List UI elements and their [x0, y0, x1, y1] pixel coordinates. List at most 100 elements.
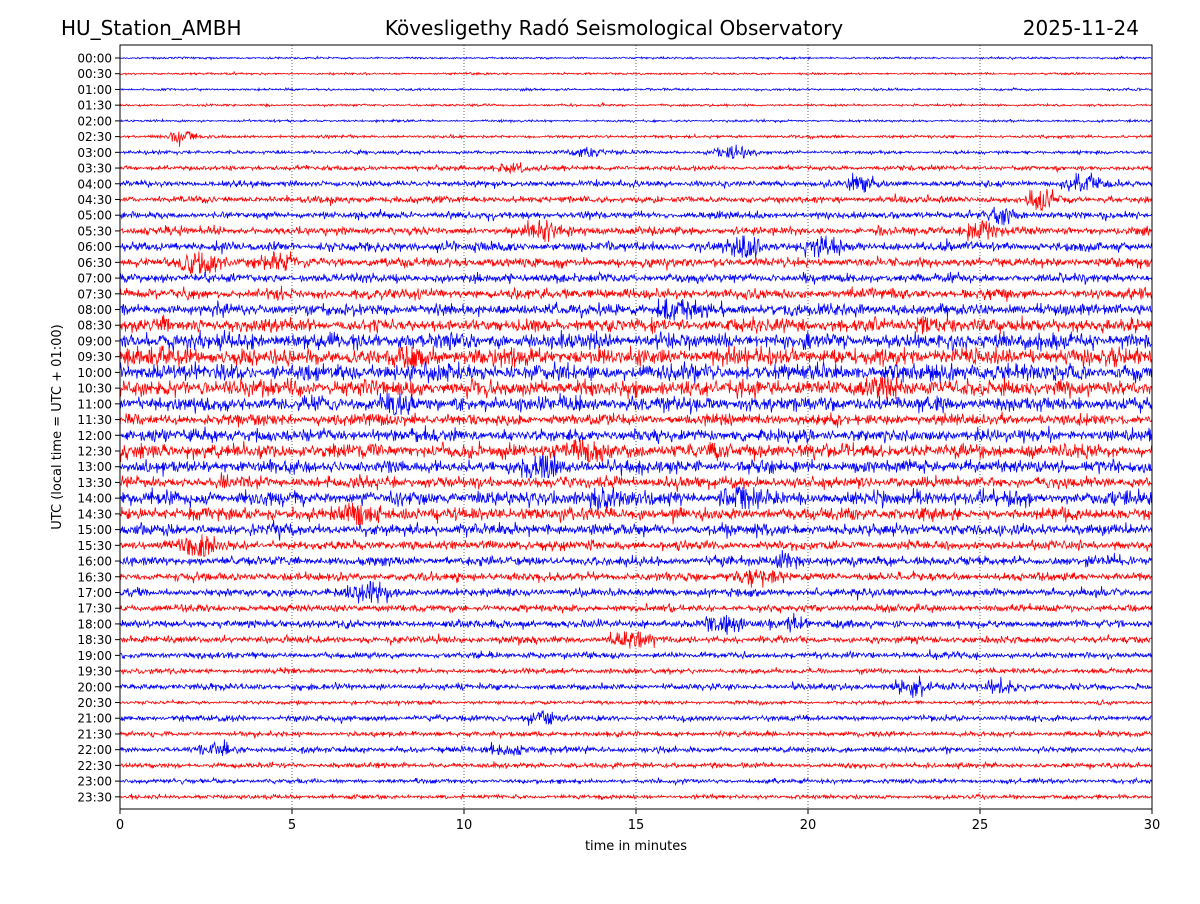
- row-time-label: 21:00: [77, 712, 112, 726]
- row-time-label: 13:00: [77, 460, 112, 474]
- row-time-label: 03:00: [77, 146, 112, 160]
- row-time-label: 17:30: [77, 602, 112, 616]
- seismic-trace-2300: [119, 776, 1153, 787]
- grid-layer: [291, 45, 981, 809]
- x-tick-label: 30: [1144, 818, 1161, 833]
- row-time-label: 00:30: [77, 67, 112, 81]
- row-time-label: 17:00: [77, 586, 112, 600]
- seismic-trace-1430: [119, 502, 1153, 526]
- seismic-trace-0400: [119, 172, 1153, 193]
- seismic-trace-1930: [119, 666, 1153, 676]
- seismic-trace-1230: [119, 438, 1153, 464]
- seismic-trace-0230: [119, 130, 1153, 147]
- seismic-trace-1200: [119, 425, 1153, 445]
- row-time-label: 18:00: [77, 617, 112, 631]
- seismic-trace-2100: [119, 710, 1153, 726]
- row-time-label: 19:00: [77, 649, 112, 663]
- seismic-trace-0000: [119, 55, 1152, 61]
- seismic-trace-0930: [119, 345, 1153, 368]
- row-time-label: 06:00: [77, 240, 112, 254]
- seismic-trace-0900: [119, 329, 1153, 352]
- row-time-label: 16:30: [77, 570, 112, 584]
- row-time-label: 05:30: [77, 224, 112, 238]
- seismic-trace-1530: [119, 534, 1153, 557]
- x-tick-label: 10: [456, 818, 473, 833]
- seismic-trace-1330: [119, 472, 1153, 493]
- seismic-trace-0130: [119, 101, 1153, 109]
- date-title: 2025-11-24: [1023, 16, 1139, 40]
- row-time-label: 18:30: [77, 633, 112, 647]
- seismic-trace-1600: [119, 550, 1153, 570]
- seismic-trace-0100: [119, 86, 1153, 93]
- row-time-label: 10:30: [77, 382, 112, 396]
- row-time-label: 05:00: [77, 209, 112, 223]
- row-time-label: 15:30: [77, 539, 112, 553]
- row-time-label: 07:00: [77, 272, 112, 286]
- seismic-trace-0430: [119, 189, 1153, 212]
- x-tick-label: 5: [288, 818, 296, 833]
- x-axis: 0 5 10 15 20 25 30: [116, 809, 1160, 833]
- seismic-trace-1700: [119, 581, 1153, 604]
- row-time-label: 13:30: [77, 476, 112, 490]
- row-time-label: 02:00: [77, 114, 112, 128]
- row-time-label: 03:30: [77, 162, 112, 176]
- row-time-label: 04:30: [77, 193, 112, 207]
- station-title: HU_Station_AMBH: [61, 16, 241, 40]
- seismic-trace-1500: [119, 519, 1153, 541]
- row-time-label: 04:00: [77, 177, 112, 191]
- seismic-trace-1800: [119, 612, 1153, 635]
- seismic-trace-0830: [119, 314, 1153, 335]
- y-axis-label: UTC (local time = UTC + 01:00): [50, 324, 65, 529]
- row-time-label: 11:30: [77, 413, 112, 427]
- seismic-trace-0630: [119, 251, 1153, 275]
- seismic-trace-1900: [119, 649, 1153, 661]
- seismic-trace-0300: [119, 144, 1153, 160]
- x-axis-label: time in minutes: [585, 839, 687, 854]
- seismic-trace-1400: [119, 485, 1153, 510]
- row-time-label: 00:00: [77, 52, 112, 66]
- seismic-trace-0030: [119, 70, 1153, 77]
- seismic-trace-0330: [119, 162, 1153, 175]
- seismic-trace-2000: [119, 675, 1153, 698]
- row-time-label: 20:30: [77, 696, 112, 710]
- seismic-trace-1000: [119, 361, 1153, 384]
- observatory-title: Kövesligethy Radó Seismological Observat…: [385, 16, 843, 40]
- row-time-label: 12:30: [77, 445, 112, 459]
- row-time-label: 20:00: [77, 680, 112, 694]
- row-time-label: 23:30: [77, 790, 112, 804]
- row-time-label: 09:30: [77, 350, 112, 364]
- row-time-label: 21:30: [77, 727, 112, 741]
- seismic-trace-1300: [119, 455, 1153, 479]
- row-time-label: 23:00: [77, 775, 112, 789]
- seismic-trace-0730: [119, 285, 1153, 302]
- seismic-trace-1830: [119, 631, 1153, 649]
- seismic-trace-1630: [119, 569, 1153, 588]
- x-tick-label: 0: [116, 818, 124, 833]
- row-time-label: 01:30: [77, 99, 112, 113]
- row-time-label: 22:00: [77, 743, 112, 757]
- x-tick-label: 20: [800, 818, 817, 833]
- seismic-trace-2330: [119, 792, 1153, 801]
- seismic-trace-0530: [119, 219, 1153, 242]
- trace-layer: [119, 55, 1153, 801]
- seismic-trace-1730: [119, 602, 1153, 614]
- seismic-trace-0800: [119, 298, 1153, 321]
- row-time-label: 14:30: [77, 507, 112, 521]
- row-time-label: 02:30: [77, 130, 112, 144]
- seismic-trace-1100: [119, 392, 1153, 416]
- seismic-trace-0700: [119, 270, 1153, 285]
- seismic-trace-0600: [119, 235, 1153, 258]
- row-time-label: 11:00: [77, 397, 112, 411]
- seismic-trace-2130: [119, 728, 1153, 740]
- row-time-label: 12:00: [77, 429, 112, 443]
- row-time-label: 19:30: [77, 665, 112, 679]
- row-time-label: 14:00: [77, 492, 112, 506]
- row-time-label: 16:00: [77, 555, 112, 569]
- seismic-trace-0500: [119, 206, 1153, 226]
- row-time-label: 06:30: [77, 256, 112, 270]
- row-time-label: 08:00: [77, 303, 112, 317]
- seismic-trace-2200: [119, 739, 1153, 756]
